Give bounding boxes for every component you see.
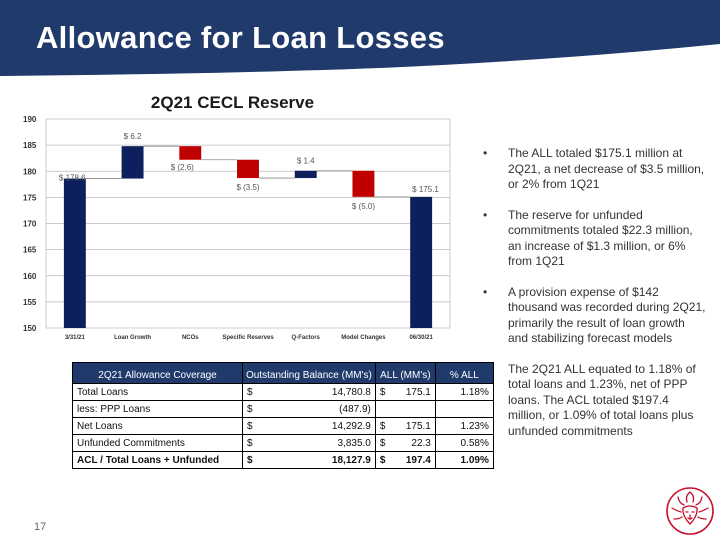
table-row: less: PPP Loans $ (487.9) <box>72 400 494 418</box>
data-label: $ (5.0) <box>352 202 375 211</box>
bullet-text: A provision expense of $142 thousand was… <box>508 284 706 346</box>
bullet-text: The reserve for unfunded commitments tot… <box>508 207 693 269</box>
currency-symbol: $ <box>241 417 271 435</box>
bullet-text: The ALL totaled $175.1 million at 2Q21, … <box>508 146 705 191</box>
header-all: ALL (MM's) <box>374 362 436 384</box>
y-tick-label: 175 <box>23 193 37 202</box>
y-tick-label: 155 <box>23 298 37 307</box>
waterfall-bar <box>179 146 202 160</box>
x-category-label: Specific Reserves <box>222 335 274 341</box>
bullet-item: •The 2Q21 ALL equated to 1.18% of total … <box>483 362 708 440</box>
bullet-text: The 2Q21 ALL equated to 1.18% of total l… <box>508 361 696 438</box>
allowance-coverage-table: 2Q21 Allowance Coverage Outstanding Bala… <box>72 362 494 469</box>
x-category-label: Model Changes <box>341 335 386 341</box>
all-value: 22.3 <box>387 434 436 452</box>
row-label: Net Loans <box>72 417 243 435</box>
data-label: $ (2.6) <box>171 163 194 172</box>
pct-value <box>434 400 494 418</box>
slide-number: 17 <box>34 521 47 533</box>
currency-symbol: $ <box>374 417 388 435</box>
y-tick-label: 170 <box>23 220 37 229</box>
header-pct-all: % ALL <box>434 362 494 384</box>
waterfall-bar <box>237 159 259 179</box>
bullet-glyph: • <box>483 146 488 160</box>
x-category-label: Q-Factors <box>292 335 321 341</box>
x-category-label: 3/31/21 <box>65 335 86 341</box>
y-tick-label: 180 <box>23 167 37 176</box>
lion-logo-icon <box>666 487 714 535</box>
pct-value: 1.09% <box>434 451 494 469</box>
title-banner <box>0 0 720 76</box>
pct-value: 1.18% <box>434 383 494 401</box>
x-category-label: 06/30/21 <box>409 335 433 341</box>
all-value: 175.1 <box>387 383 436 401</box>
data-label: $ 178.6 <box>59 174 86 183</box>
data-label: $ 6.2 <box>124 132 142 141</box>
waterfall-bar <box>121 146 144 179</box>
table-row: Total Loans $ 14,780.8 $ 175.1 1.18% <box>72 383 494 401</box>
currency-symbol: $ <box>374 434 388 452</box>
data-label: $ 1.4 <box>297 157 315 166</box>
table-row: Unfunded Commitments $ 3,835.0 $ 22.3 0.… <box>72 434 494 452</box>
page-title: Allowance for Loan Losses <box>36 20 445 55</box>
bullet-item: • The ALL totaled $175.1 million at 2Q21,… <box>483 146 708 193</box>
waterfall-bar <box>352 170 375 197</box>
data-label: $ (3.5) <box>236 183 259 192</box>
currency-symbol: $ <box>241 434 271 452</box>
data-label: $ 175.1 <box>412 185 439 194</box>
currency-symbol: $ <box>241 383 271 401</box>
y-tick-label: 150 <box>23 324 37 333</box>
bullet-glyph: • <box>483 284 488 299</box>
currency-symbol: $ <box>241 400 271 418</box>
waterfall-bar <box>63 178 86 328</box>
bullet-list: • The ALL totaled $175.1 million at 2Q21,… <box>483 146 708 454</box>
pct-value: 0.58% <box>434 434 494 452</box>
bullet-glyph: • <box>483 207 488 222</box>
y-tick-label: 190 <box>23 115 37 124</box>
y-tick-label: 165 <box>23 246 37 255</box>
bullet-item: • The reserve for unfunded commitments to… <box>483 208 708 270</box>
y-tick-label: 160 <box>23 272 37 281</box>
balance-value: 3,835.0 <box>270 434 376 452</box>
all-value <box>387 400 436 418</box>
table-row-total: ACL / Total Loans + Unfunded $ 18,127.9 … <box>72 451 494 469</box>
table-header-row: 2Q21 Allowance Coverage Outstanding Bala… <box>72 362 494 384</box>
currency-symbol: $ <box>374 383 388 401</box>
currency-symbol: $ <box>374 451 388 469</box>
balance-value: 14,780.8 <box>270 383 376 401</box>
waterfall-bar <box>294 170 317 179</box>
chart-title: 2Q21 CECL Reserve <box>150 93 315 112</box>
currency-symbol: $ <box>241 451 271 469</box>
balance-value: 14,292.9 <box>270 417 376 435</box>
balance-value: 18,127.9 <box>270 451 376 469</box>
pct-value: 1.23% <box>434 417 494 435</box>
header-coverage: 2Q21 Allowance Coverage <box>72 362 243 384</box>
row-label: Unfunded Commitments <box>72 434 243 452</box>
balance-value: (487.9) <box>270 400 376 418</box>
all-value: 175.1 <box>387 417 436 435</box>
currency-symbol <box>374 400 388 418</box>
x-category-label: Loan Growth <box>114 335 151 341</box>
all-value: 197.4 <box>387 451 436 469</box>
header-balance: Outstanding Balance (MM's) <box>242 362 376 384</box>
y-tick-label: 185 <box>23 141 37 150</box>
bullet-item: • A provision expense of $142 thousand wa… <box>483 285 708 347</box>
row-label: Total Loans <box>72 383 243 401</box>
table-row: Net Loans $ 14,292.9 $ 175.1 1.23% <box>72 417 494 435</box>
x-category-label: NCOs <box>182 335 199 341</box>
waterfall-bar <box>410 196 433 328</box>
waterfall-chart: 150 155 160 165 170 175 180 185 190 3/31/21 Loan G… <box>23 115 451 341</box>
row-label: less: PPP Loans <box>72 400 243 418</box>
row-label: ACL / Total Loans + Unfunded <box>72 451 243 469</box>
banner-shape <box>0 0 720 76</box>
